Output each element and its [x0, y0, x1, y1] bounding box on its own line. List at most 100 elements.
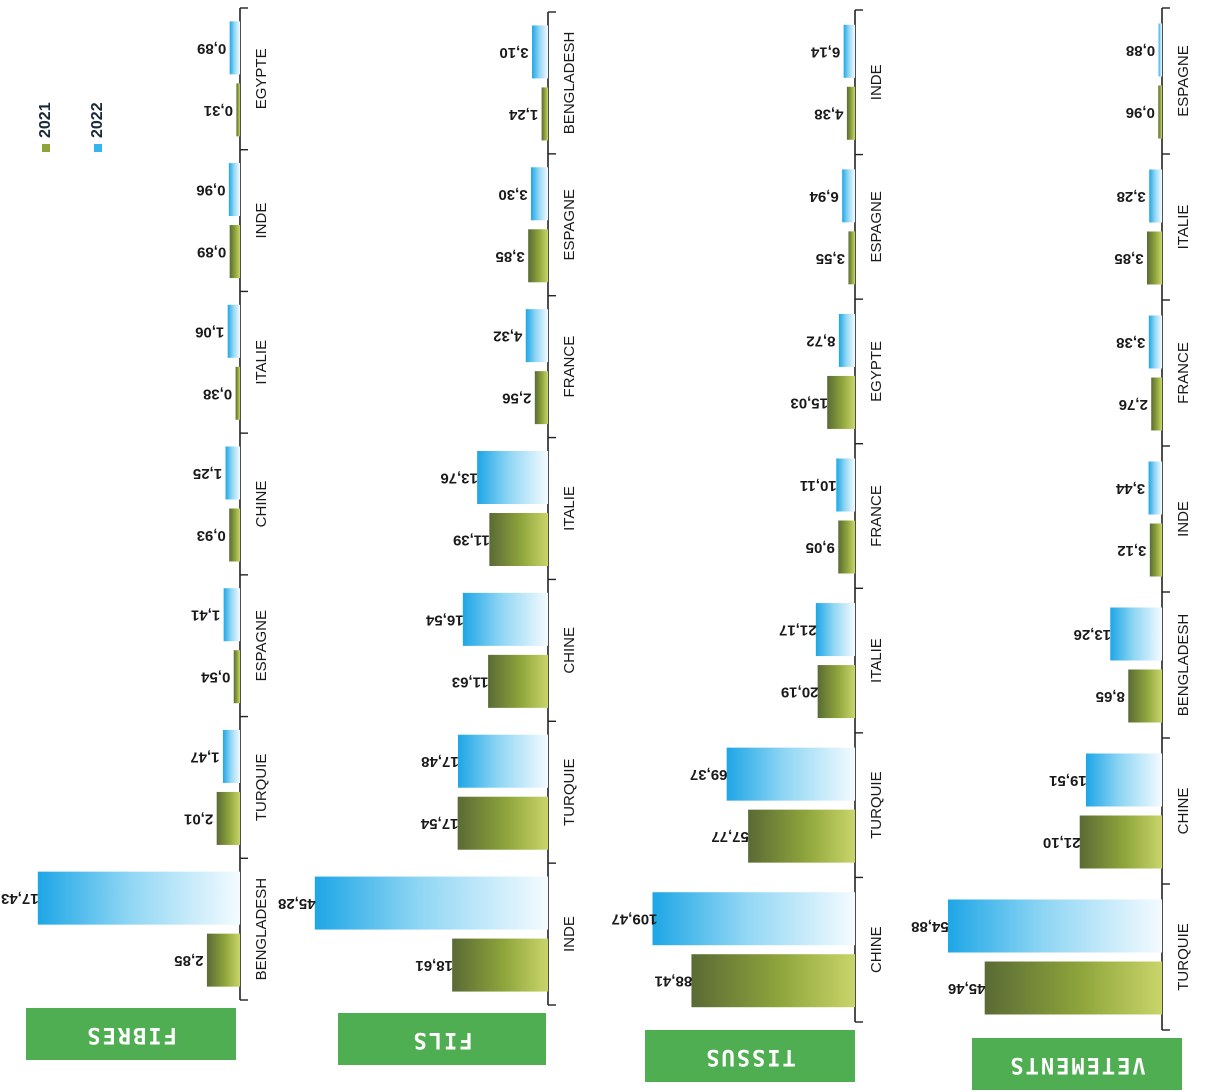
data-label: 54,88	[911, 918, 949, 935]
data-label: 4,38	[814, 105, 843, 122]
data-label: 8,65	[1096, 688, 1125, 705]
category-label: INDE	[868, 64, 885, 100]
data-label: 2,01	[184, 810, 213, 827]
bar-2021	[534, 371, 548, 425]
data-label: 1,25	[193, 465, 222, 482]
bar-2021	[488, 654, 548, 708]
bar-2021	[748, 809, 855, 863]
data-label: 9,05	[806, 539, 835, 556]
category-label: INDE	[561, 916, 578, 952]
data-label: 0,31	[204, 102, 233, 119]
data-label: 1,24	[508, 106, 538, 123]
bar-2021	[691, 954, 855, 1008]
bar-2021	[1128, 669, 1162, 723]
data-label: 17,48	[421, 753, 459, 770]
data-label: 6,14	[810, 43, 840, 60]
data-label: 2,56	[502, 390, 531, 407]
category-label: ITALIE	[253, 340, 270, 385]
panel-banner	[972, 1038, 1182, 1090]
bar-2022	[843, 24, 855, 78]
bar-2022	[815, 603, 855, 657]
data-label: 18,61	[415, 957, 453, 974]
data-label: 10,11	[800, 477, 837, 494]
data-label: 13,76	[440, 470, 478, 487]
data-label: 109,47	[612, 911, 658, 928]
bar-2022	[228, 163, 240, 217]
data-label: 0,54	[200, 669, 230, 686]
data-label: 20,19	[781, 684, 819, 701]
bar-2021	[236, 83, 240, 137]
bar-2022	[227, 304, 240, 358]
category-label: TURQUIE	[253, 754, 270, 822]
bar-2022	[1148, 315, 1162, 369]
bar-2021	[229, 225, 240, 279]
data-label: 0,88	[1126, 42, 1155, 59]
legend-label-2021: 2021	[37, 102, 54, 138]
category-label: TURQUIE	[1175, 923, 1192, 991]
data-label: 1,41	[191, 607, 220, 624]
bar-2022	[1110, 607, 1162, 661]
bar-2022	[37, 871, 241, 925]
category-label: TURQUIE	[561, 758, 578, 826]
bar-2021	[848, 231, 855, 285]
data-label: 11,39	[453, 532, 490, 549]
bar-2021	[229, 508, 240, 562]
data-label: 16,54	[425, 611, 463, 628]
data-label: 0,89	[197, 244, 226, 261]
bar-2021	[1146, 231, 1162, 285]
data-label: 45,28	[278, 895, 316, 912]
data-label: 1,47	[190, 748, 219, 765]
data-label: 3,55	[816, 250, 845, 267]
bar-2022	[525, 309, 548, 363]
category-label: CHINE	[868, 926, 885, 973]
data-label: 8,72	[806, 332, 835, 349]
panel-title: VETEMENTS	[1008, 1052, 1145, 1077]
category-label: TURQUIE	[868, 771, 885, 839]
category-label: EGYPTE	[253, 48, 270, 109]
legend-label-2022: 2022	[89, 102, 106, 138]
data-label: 57,77	[711, 828, 749, 845]
data-label: 69,37	[690, 766, 728, 783]
bar-2022	[1158, 23, 1162, 77]
data-label: 3,85	[1114, 250, 1143, 267]
bar-2022	[1148, 461, 1162, 515]
bar-2021	[216, 791, 240, 845]
bar-2021	[1151, 377, 1162, 431]
bar-2021	[457, 796, 548, 850]
bar-2021	[984, 961, 1162, 1015]
panel-fibres: FIBRES BENGLADESH 2,85 17,43 TURQUIE 2,01 1,47…	[1, 7, 270, 1060]
bar-2021	[1158, 85, 1162, 139]
category-label: ESPAGNE	[868, 191, 885, 262]
bar-2022	[477, 451, 548, 504]
category-label: BENGLADESH	[1175, 614, 1192, 717]
data-label: 3,10	[499, 44, 528, 61]
legend-item-2022: 2022	[89, 102, 106, 152]
data-label: 0,96	[1126, 104, 1155, 121]
data-label: 19,51	[1049, 772, 1087, 789]
category-label: ITALIE	[1175, 205, 1192, 250]
bar-2022	[223, 588, 240, 642]
data-label: 21,17	[779, 622, 817, 639]
panel-banner	[645, 1030, 855, 1082]
category-label: ESPAGNE	[561, 189, 578, 260]
category-label: ITALIE	[561, 486, 578, 531]
bar-2021	[233, 650, 240, 704]
category-label: ESPAGNE	[253, 610, 270, 681]
category-label: CHINE	[561, 627, 578, 674]
category-label: FRANCE	[868, 485, 885, 547]
data-label: 45,46	[948, 980, 986, 997]
panel-title: FIBRES	[85, 1022, 176, 1047]
category-label: BENGLADESH	[561, 32, 578, 135]
panel-vetements: VETEMENTS TURQUIE 45,46 54,88 CHINE 21,10 19,5…	[911, 7, 1192, 1090]
category-label: INDE	[1175, 501, 1192, 537]
bar-2021	[206, 933, 240, 987]
data-label: 0,38	[203, 385, 232, 402]
data-label: 2,76	[1119, 396, 1148, 413]
panel-banner	[338, 1013, 546, 1065]
data-label: 6,94	[809, 188, 839, 205]
bar-2021	[838, 520, 855, 574]
category-label: INDE	[253, 203, 270, 239]
data-label: 0,96	[196, 182, 225, 199]
data-label: 3,12	[1117, 542, 1146, 559]
category-label: EGYPTE	[868, 341, 885, 402]
